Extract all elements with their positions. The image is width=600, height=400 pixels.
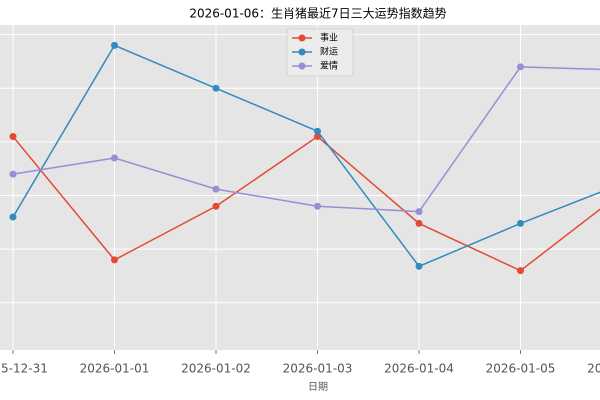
point bbox=[517, 267, 524, 275]
legend-label: 财运 bbox=[320, 46, 338, 58]
x-tick-label: 2026-01-05 bbox=[486, 362, 556, 376]
point bbox=[212, 84, 220, 92]
plot-background bbox=[0, 25, 600, 350]
x-axis-label: 日期 bbox=[308, 381, 328, 393]
chart-title: 2026-01-06：生肖猪最近7日三大运势指数趋势 bbox=[189, 6, 446, 21]
x-tick-label: 2026-01-02 bbox=[181, 362, 251, 376]
legend-label: 爱情 bbox=[320, 60, 338, 72]
legend-marker bbox=[298, 48, 306, 56]
legend-label: 事业 bbox=[320, 32, 338, 44]
point bbox=[9, 213, 17, 221]
x-tick-label: 2026-01-01 bbox=[80, 362, 150, 376]
point bbox=[111, 154, 118, 162]
x-tick-label: 2026-01-03 bbox=[283, 362, 353, 376]
x-tick-label: 2026-01-06 bbox=[587, 362, 600, 376]
x-tick-label: 2025-12-31 bbox=[0, 362, 48, 376]
point bbox=[314, 202, 321, 210]
legend-marker bbox=[298, 62, 306, 70]
point bbox=[111, 256, 118, 264]
legend-marker bbox=[298, 34, 306, 42]
point bbox=[415, 208, 423, 216]
point bbox=[517, 63, 524, 71]
point bbox=[111, 41, 118, 49]
point bbox=[517, 219, 524, 227]
point bbox=[212, 185, 220, 193]
point bbox=[415, 219, 423, 227]
point bbox=[9, 133, 17, 141]
point bbox=[415, 262, 423, 270]
point bbox=[212, 202, 220, 210]
point bbox=[314, 127, 321, 135]
point bbox=[9, 170, 17, 178]
x-tick-label: 2026-01-04 bbox=[384, 362, 454, 376]
lines bbox=[9, 41, 600, 275]
point bbox=[314, 133, 321, 141]
